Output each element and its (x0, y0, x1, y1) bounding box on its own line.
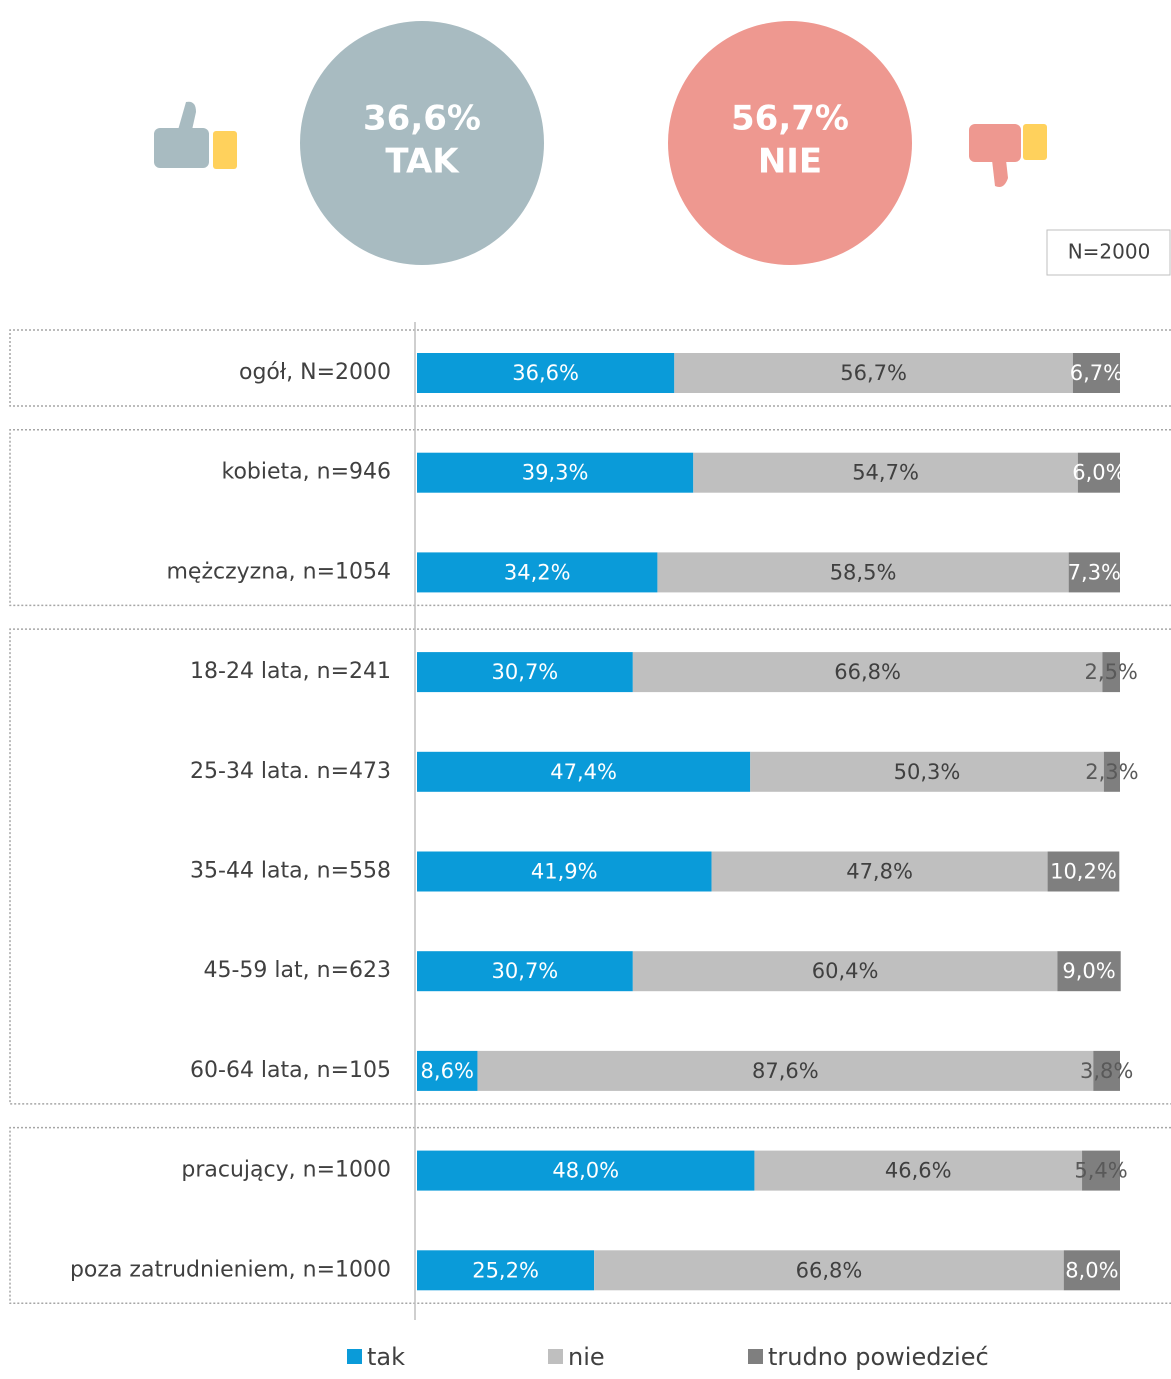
bar-segment (674, 353, 1073, 393)
bar-segment (1102, 652, 1120, 693)
bar-segment (417, 951, 633, 992)
bar-segment (1072, 353, 1120, 393)
category-label: 60-64 lata, n=105 (190, 1058, 391, 1083)
value-label: 56,7% (840, 361, 907, 385)
bar-segment (417, 1150, 755, 1191)
bar-segment (657, 552, 1069, 593)
bar-segment (1068, 552, 1120, 593)
summary-value: 56,7% (731, 99, 849, 139)
value-label: 58,5% (830, 560, 897, 584)
bar-segment (417, 552, 658, 593)
legend-swatch (548, 1349, 563, 1364)
bar-segment (417, 751, 751, 792)
category-label: 18-24 lata, n=241 (190, 659, 391, 684)
category-label: pracujący, n=1000 (181, 1158, 391, 1183)
bar-segment (1057, 951, 1121, 992)
value-label: 39,3% (522, 461, 589, 485)
value-label: 25,2% (472, 1258, 539, 1282)
bar-segment (477, 1050, 1094, 1091)
category-label: 45-59 lat, n=623 (204, 958, 392, 983)
group-box (9, 628, 1171, 1105)
value-label: 3,8% (1080, 1059, 1133, 1083)
value-label: 54,7% (852, 461, 919, 485)
bar-segment (693, 452, 1078, 493)
value-label: 87,6% (752, 1059, 819, 1083)
value-label: 30,7% (492, 959, 559, 983)
note-box (1046, 229, 1171, 276)
legend-swatch (347, 1349, 362, 1364)
summary-circle (300, 21, 544, 265)
bar-segment (417, 652, 633, 693)
bar-segment (417, 1250, 595, 1291)
value-label: 30,7% (492, 660, 559, 684)
bar-segment (1077, 452, 1120, 493)
bar-segment (594, 1250, 1064, 1291)
category-label: 35-44 lata, n=558 (190, 859, 391, 884)
bar-segment (1093, 1050, 1120, 1091)
category-label: 25-34 lata. n=473 (190, 759, 391, 784)
bar-segment (1103, 751, 1120, 792)
group-box (9, 1126, 1171, 1305)
value-label: 47,4% (550, 760, 617, 784)
value-label: 47,8% (846, 860, 913, 884)
value-label: 8,0% (1065, 1258, 1118, 1282)
bar-segment (1063, 1250, 1120, 1291)
bar-segment (417, 851, 712, 892)
summary-circle (668, 21, 912, 265)
bar-segment (632, 951, 1058, 992)
value-label: 2,5% (1085, 660, 1138, 684)
value-label: 10,2% (1050, 860, 1117, 884)
summary-text: TAK (385, 142, 460, 182)
value-label: 36,6% (512, 361, 579, 385)
bar-segment (754, 1150, 1083, 1191)
bar-segment (417, 1050, 478, 1091)
value-label: 66,8% (834, 660, 901, 684)
value-label: 9,0% (1062, 959, 1115, 983)
legend-label: nie (568, 1343, 605, 1371)
category-label: ogół, N=2000 (239, 360, 391, 385)
value-label: 8,6% (421, 1059, 474, 1083)
category-label: poza zatrudnieniem, n=1000 (70, 1257, 391, 1282)
legend-label: tak (367, 1343, 405, 1371)
value-label: 50,3% (894, 760, 961, 784)
note: N=2000 (1068, 240, 1151, 264)
summary-value: 36,6% (363, 99, 481, 139)
group-box (9, 329, 1171, 407)
bar-segment (417, 353, 675, 393)
value-label: 34,2% (504, 560, 571, 584)
bar-segment (1047, 851, 1120, 892)
value-label: 66,8% (796, 1258, 863, 1282)
legend-label: trudno powiedzieć (768, 1343, 989, 1371)
group-box (9, 428, 1171, 607)
bar-segment (1082, 1150, 1120, 1191)
thumb-up-icon (154, 101, 237, 169)
value-label: 41,9% (531, 860, 598, 884)
value-label: 48,0% (552, 1159, 619, 1183)
bar-segment (417, 452, 694, 493)
summary-text: NIE (758, 142, 822, 182)
category-label: mężczyzna, n=1054 (166, 559, 391, 584)
bar-segment (632, 652, 1103, 693)
value-label: 60,4% (812, 959, 879, 983)
category-label: kobieta, n=946 (222, 460, 392, 485)
value-label: 2,3% (1085, 760, 1138, 784)
bar-segment (711, 851, 1048, 892)
thumb-down-icon (969, 124, 1047, 187)
bar-segment (750, 751, 1104, 792)
value-label: 7,3% (1068, 560, 1121, 584)
value-label: 6,7% (1070, 361, 1123, 385)
value-label: 5,4% (1074, 1159, 1127, 1183)
legend-swatch (748, 1349, 763, 1364)
value-label: 46,6% (885, 1159, 952, 1183)
value-label: 6,0% (1072, 461, 1125, 485)
